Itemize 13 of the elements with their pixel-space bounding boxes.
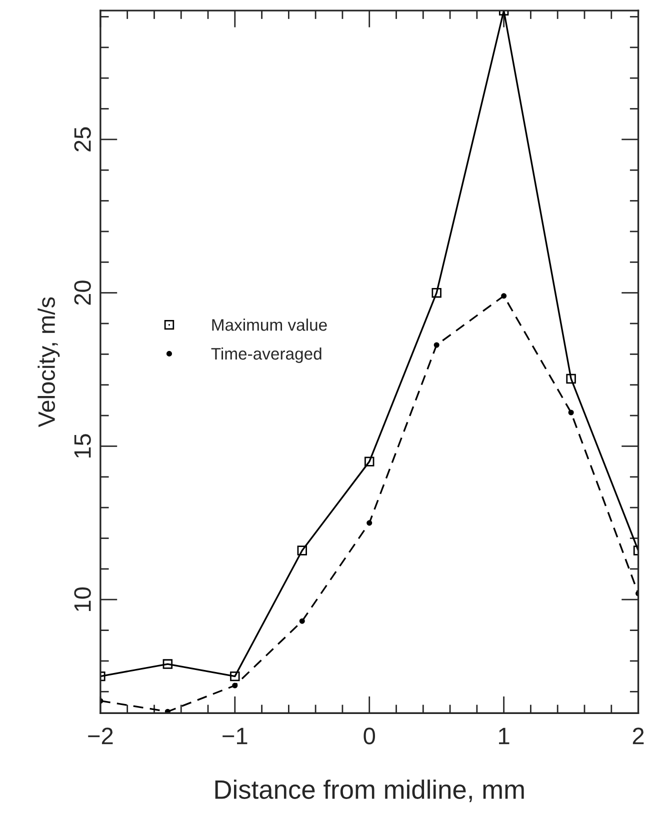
x-tick-label: 0 [364, 728, 376, 744]
x-tick-label: −2 [88, 728, 113, 744]
x-tick-label: −1 [222, 728, 248, 744]
y-tick-label: 15 [74, 434, 91, 458]
legend-label: Time-averaged [211, 347, 322, 363]
legend-label: Maximum value [212, 318, 327, 331]
x-tick-label: 2 [632, 728, 644, 744]
y-tick-label: 20 [74, 280, 91, 305]
x-tick-label: 1 [499, 728, 510, 744]
y-tick-label: 10 [74, 587, 91, 611]
x-axis-title: Distance from midline, mm [215, 780, 524, 802]
y-tick-label: 25 [74, 127, 91, 152]
y-axis-title: Velocity, m/s [38, 297, 60, 428]
